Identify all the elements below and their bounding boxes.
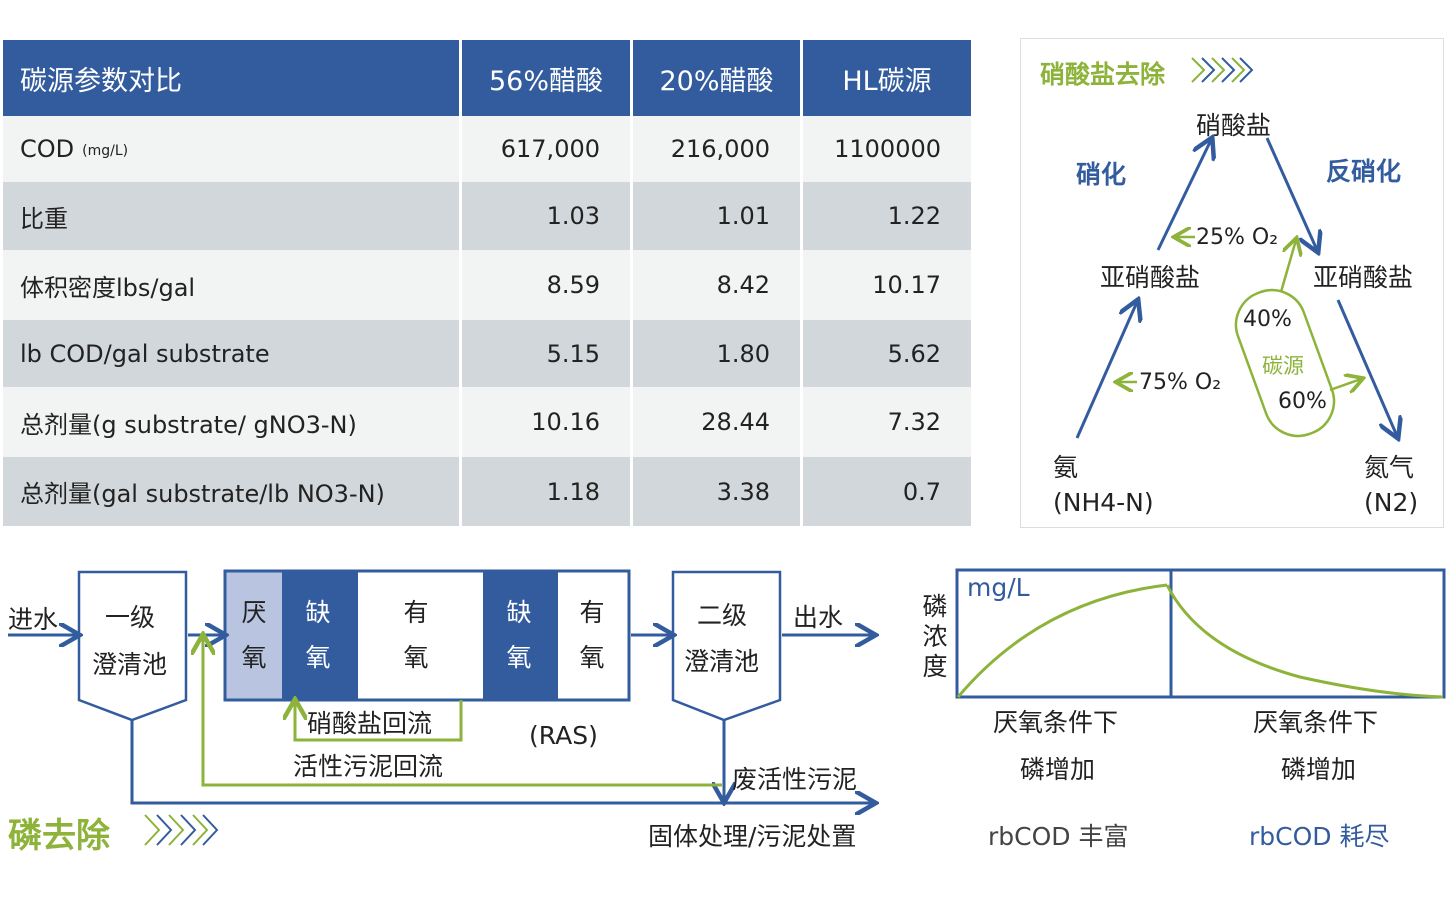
nitrate-recycle-label: 硝酸盐回流 xyxy=(307,709,433,738)
table-row-label: 比重 xyxy=(3,182,459,250)
pct-40-label: 40% xyxy=(1243,307,1292,332)
table-cell: 5.15 xyxy=(462,320,630,387)
table-cell: 1.03 xyxy=(462,182,630,250)
table-cell: 5.62 xyxy=(803,320,971,387)
nitrate-removal-panel xyxy=(1020,38,1444,528)
zone-anoxic-1: 缺氧 xyxy=(305,598,331,672)
table-cell: 1100000 xyxy=(803,116,971,182)
nitrate-removal-title: 硝酸盐去除 xyxy=(1040,60,1166,89)
ras-label: (RAS) xyxy=(529,721,598,750)
o2-75-label: 75% O₂ xyxy=(1139,370,1222,395)
ammonia-formula: (NH4-N) xyxy=(1053,488,1154,517)
secondary-clarifier xyxy=(671,570,782,722)
phosphorus-removal-title: 磷去除 xyxy=(8,816,110,856)
table-cell: 216,000 xyxy=(633,116,800,182)
pct-60-label: 60% xyxy=(1278,389,1327,414)
chevron-icon xyxy=(144,57,1254,846)
primary-clarifier-label: 澄清池 xyxy=(92,650,168,679)
table-header-col: HL碳源 xyxy=(803,40,971,116)
table-row-label: 总剂量(gal substrate/lb NO3-N) xyxy=(3,457,459,526)
left-condition: 厌氧条件下 xyxy=(993,708,1119,737)
table-cell: 7.32 xyxy=(803,387,971,457)
arrow-nitrification-1 xyxy=(1075,302,1137,439)
table-header-title: 碳源参数对比 xyxy=(3,40,459,116)
table-header-col: 20%醋酸 xyxy=(633,40,800,116)
right-rbcod: rbCOD 耗尽 xyxy=(1249,822,1390,851)
nitrogen-gas-label: 氮气 xyxy=(1364,453,1415,482)
unit-label: (mg/L) xyxy=(82,143,129,159)
left-rbcod: rbCOD 丰富 xyxy=(988,822,1129,851)
ras-line xyxy=(203,637,722,787)
nitrate-label: 硝酸盐 xyxy=(1196,111,1272,140)
table-row-label: 体积密度lbs/gal xyxy=(3,250,459,320)
phos-uptake-curve xyxy=(1165,584,1444,699)
nitrite-left-label: 亚硝酸盐 xyxy=(1100,263,1201,292)
phos-unit: mg/L xyxy=(967,573,1030,602)
zone-anoxic-2: 缺氧 xyxy=(506,598,532,672)
primary-clarifier-label: 一级 xyxy=(105,603,156,632)
table-cell: 28.44 xyxy=(633,387,800,457)
solids-label: 固体处理/污泥处置 xyxy=(648,822,857,851)
o2-25-label: 25% O₂ xyxy=(1196,225,1279,250)
table-cell: 8.42 xyxy=(633,250,800,320)
table-row-label: COD (mg/L) xyxy=(3,116,459,182)
ras-description: 活性污泥回流 xyxy=(293,752,444,781)
table-header-col: 56%醋酸 xyxy=(462,40,630,116)
phos-release-curve xyxy=(956,583,1168,698)
table-row-label: lb COD/gal substrate xyxy=(3,320,459,387)
arrow-denitrification-1 xyxy=(1265,137,1317,250)
ammonia-label: 氨 xyxy=(1053,453,1079,482)
table-cell: 8.59 xyxy=(462,250,630,320)
secondary-clarifier-label: 澄清池 xyxy=(684,647,760,676)
table-cell: 10.16 xyxy=(462,387,630,457)
phos-chart-frame xyxy=(955,568,1446,699)
arrow-denitrification-2 xyxy=(1336,299,1397,436)
carbon-source-label: 碳源 xyxy=(1262,354,1304,378)
right-result: 磷增加 xyxy=(1281,755,1357,784)
nitrogen-gas-formula: (N2) xyxy=(1364,488,1419,517)
primary-clarifier xyxy=(77,570,188,722)
table-cell: 1.80 xyxy=(633,320,800,387)
table-row-label: 总剂量(g substrate/ gNO3-N) xyxy=(3,387,459,457)
table-cell: 0.7 xyxy=(803,457,971,526)
phos-ylabel: 磷浓度 xyxy=(922,592,948,681)
table-cell: 10.17 xyxy=(803,250,971,320)
table-cell: 1.18 xyxy=(462,457,630,526)
arrow-nitrification-2 xyxy=(1156,140,1211,251)
table-cell: 3.38 xyxy=(633,457,800,526)
inlet-label: 进水 xyxy=(8,605,59,634)
zone-aerobic-1: 有氧 xyxy=(403,598,429,672)
zone-aerobic-2: 有氧 xyxy=(579,598,605,672)
left-result: 磷增加 xyxy=(1020,755,1096,784)
carbon-source-capsule xyxy=(1234,288,1336,438)
table-cell: 617,000 xyxy=(462,116,630,182)
was-label: 废活性污泥 xyxy=(732,765,858,794)
denitrification-label: 反硝化 xyxy=(1326,157,1402,186)
nitrification-label: 硝化 xyxy=(1076,160,1127,189)
table-cell: 1.01 xyxy=(633,182,800,250)
table-cell: 1.22 xyxy=(803,182,971,250)
secondary-clarifier-label: 二级 xyxy=(697,601,748,630)
outlet-label: 出水 xyxy=(793,603,844,632)
right-condition: 厌氧条件下 xyxy=(1253,708,1379,737)
zone-anaerobic: 厌氧 xyxy=(241,598,267,672)
nitrate-recycle-line xyxy=(295,700,463,742)
nitrite-right-label: 亚硝酸盐 xyxy=(1313,263,1414,292)
